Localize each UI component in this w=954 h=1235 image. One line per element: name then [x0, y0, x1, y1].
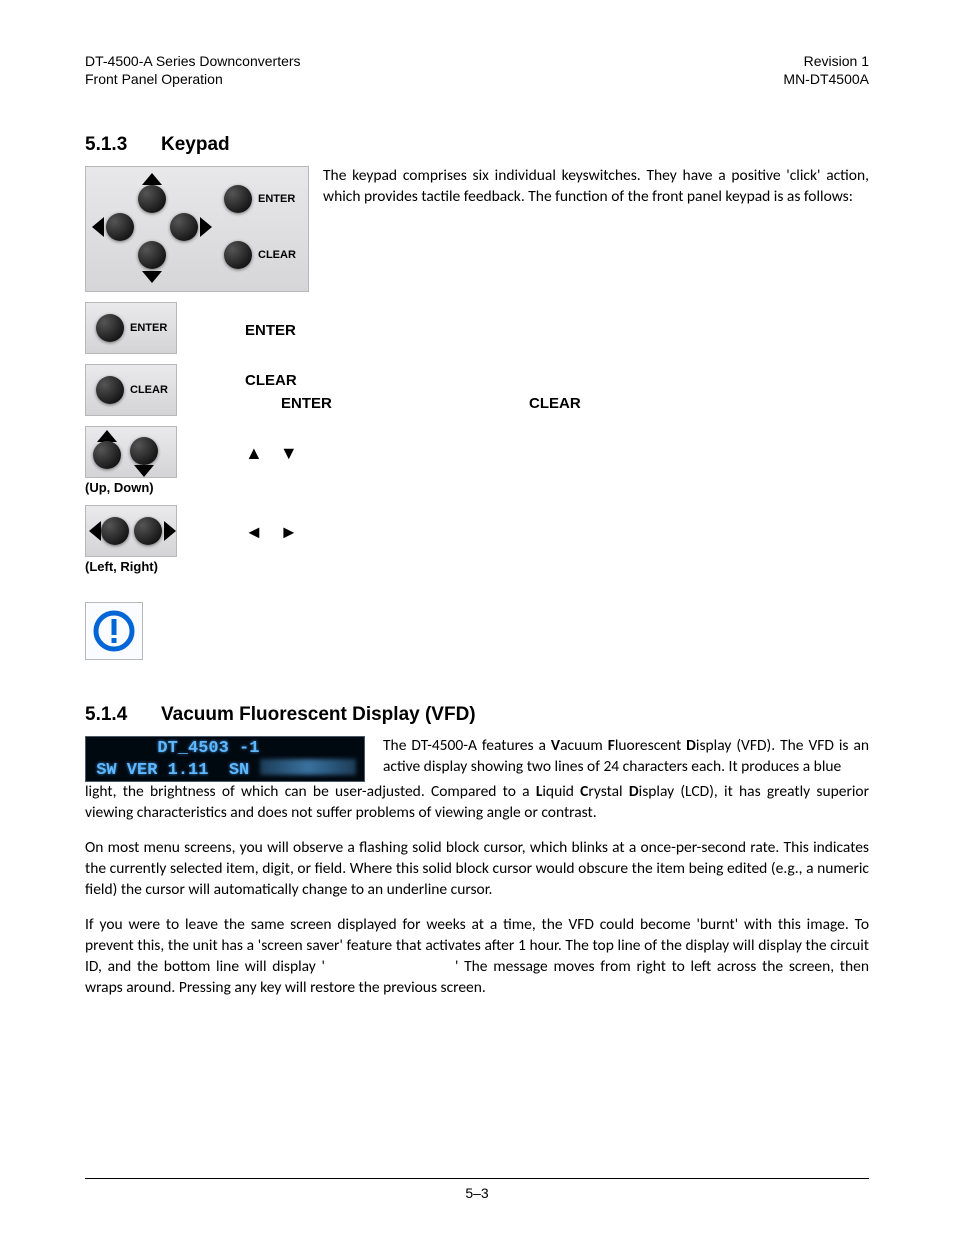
enter-thumb: ENTER: [85, 302, 177, 354]
updown-thumb: [85, 426, 177, 478]
keypad-up-button: [138, 185, 166, 213]
clear-thumb-button: [96, 376, 124, 404]
p1-mid4: rystal: [588, 782, 628, 801]
clear-desc: CLEAR ENTERCLEAR: [245, 364, 869, 415]
header-right-line2: MN-DT4500A: [783, 70, 869, 88]
clear-thumb-label: CLEAR: [130, 384, 168, 396]
updown-caption: (Up, Down): [85, 480, 177, 495]
header-left-line1: DT-4500-A Series Downconverters: [85, 52, 301, 70]
leftright-caption: (Left, Right): [85, 559, 177, 574]
section-514-title: Vacuum Fluorescent Display (VFD): [161, 704, 476, 725]
p1-mid1: acuum: [560, 736, 608, 755]
arrow-down-icon: [142, 271, 162, 283]
keypad-clear-label: CLEAR: [258, 249, 296, 261]
updown-thumb-up-button: [93, 441, 121, 469]
important-icon: [85, 602, 143, 660]
clear-thumb: CLEAR: [85, 364, 177, 416]
header-left: DT-4500-A Series Downconverters Front Pa…: [85, 52, 301, 88]
keypad-intro-text: The keypad comprises six individual keys…: [323, 166, 869, 208]
arrow-left-icon: [92, 217, 104, 237]
vfd-intro-text: The DT-4500-A features a Vacuum Fluoresc…: [383, 736, 869, 778]
clear-desc-line2: ENTERCLEAR: [245, 393, 869, 416]
section-513-number: 5.1.3: [85, 134, 161, 156]
keypad-right-button: [170, 213, 198, 241]
keypad-photo: ENTER CLEAR: [85, 166, 309, 292]
p1-mid2: luorescent: [615, 736, 686, 755]
keypad-enter-button: [224, 185, 252, 213]
clear-desc-word2: ENTER: [281, 393, 529, 416]
page-header: DT-4500-A Series Downconverters Front Pa…: [85, 52, 869, 88]
leftright-symbols: ◄ ►: [245, 505, 869, 546]
section-514-number: 5.1.4: [85, 704, 161, 726]
enter-desc: ENTER: [245, 314, 869, 343]
vfd-row: DT_4503 -1 SW VER 1.11 SN The DT-4500-A …: [85, 736, 869, 782]
footer-rule: [85, 1178, 869, 1179]
p1-rest-cont: light, the brightness of which can be us…: [85, 782, 536, 801]
vfd-line1: DT_4503 -1: [86, 738, 364, 760]
keypad-left-button: [106, 213, 134, 241]
p1-d2: D: [629, 782, 639, 801]
leftright-thumb-left-button: [101, 517, 129, 545]
keyrow-updown: (Up, Down) ▲ ▼: [85, 426, 869, 495]
p1-v: V: [551, 736, 560, 755]
updown-thumb-col: (Up, Down): [85, 426, 177, 495]
section-513-title: Keypad: [161, 134, 230, 155]
p1-pre: The DT-4500-A features a: [383, 736, 551, 755]
p1-f: F: [608, 736, 615, 755]
thumb-arrow-right-icon: [164, 521, 176, 541]
keyrow-leftright: (Left, Right) ◄ ►: [85, 505, 869, 574]
thumb-arrow-down-icon: [134, 465, 154, 477]
footer-page-number: 5–3: [0, 1185, 954, 1201]
clear-desc-word1: CLEAR: [245, 370, 869, 393]
header-left-line2: Front Panel Operation: [85, 70, 301, 88]
vfd-p1-continuation: light, the brightness of which can be us…: [85, 782, 869, 824]
vfd-blur: [260, 759, 356, 775]
leftright-thumb-right-button: [134, 517, 162, 545]
enter-thumb-button: [96, 314, 124, 342]
arrow-right-icon: [200, 217, 212, 237]
header-right-line1: Revision 1: [783, 52, 869, 70]
leftright-thumb-col: (Left, Right): [85, 505, 177, 574]
vfd-photo: DT_4503 -1 SW VER 1.11 SN: [85, 736, 365, 782]
keyrow-enter: ENTER ENTER: [85, 302, 869, 354]
p1-mid3: iquid: [542, 782, 580, 801]
updown-thumb-down-button: [130, 437, 158, 465]
leftright-thumb: [85, 505, 177, 557]
enter-thumb-label: ENTER: [130, 322, 167, 334]
keyrow-clear: CLEAR CLEAR ENTERCLEAR: [85, 364, 869, 416]
arrow-up-icon: [142, 173, 162, 185]
keypad-intro-row: ENTER CLEAR The keypad comprises six ind…: [85, 166, 869, 292]
p1-d: D: [686, 736, 696, 755]
section-513-heading: 5.1.3Keypad: [85, 134, 869, 156]
section-514-heading: 5.1.4Vacuum Fluorescent Display (VFD): [85, 704, 869, 726]
clear-desc-word3: CLEAR: [529, 395, 581, 412]
keypad-down-button: [138, 241, 166, 269]
page: DT-4500-A Series Downconverters Front Pa…: [0, 0, 954, 1235]
keypad-clear-button: [224, 241, 252, 269]
header-right: Revision 1 MN-DT4500A: [783, 52, 869, 88]
vfd-p3: If you were to leave the same screen dis…: [85, 915, 869, 999]
thumb-arrow-left-icon: [89, 521, 101, 541]
updown-symbols: ▲ ▼: [245, 426, 869, 467]
vfd-p2: On most menu screens, you will observe a…: [85, 838, 869, 901]
keypad-enter-label: ENTER: [258, 193, 295, 205]
